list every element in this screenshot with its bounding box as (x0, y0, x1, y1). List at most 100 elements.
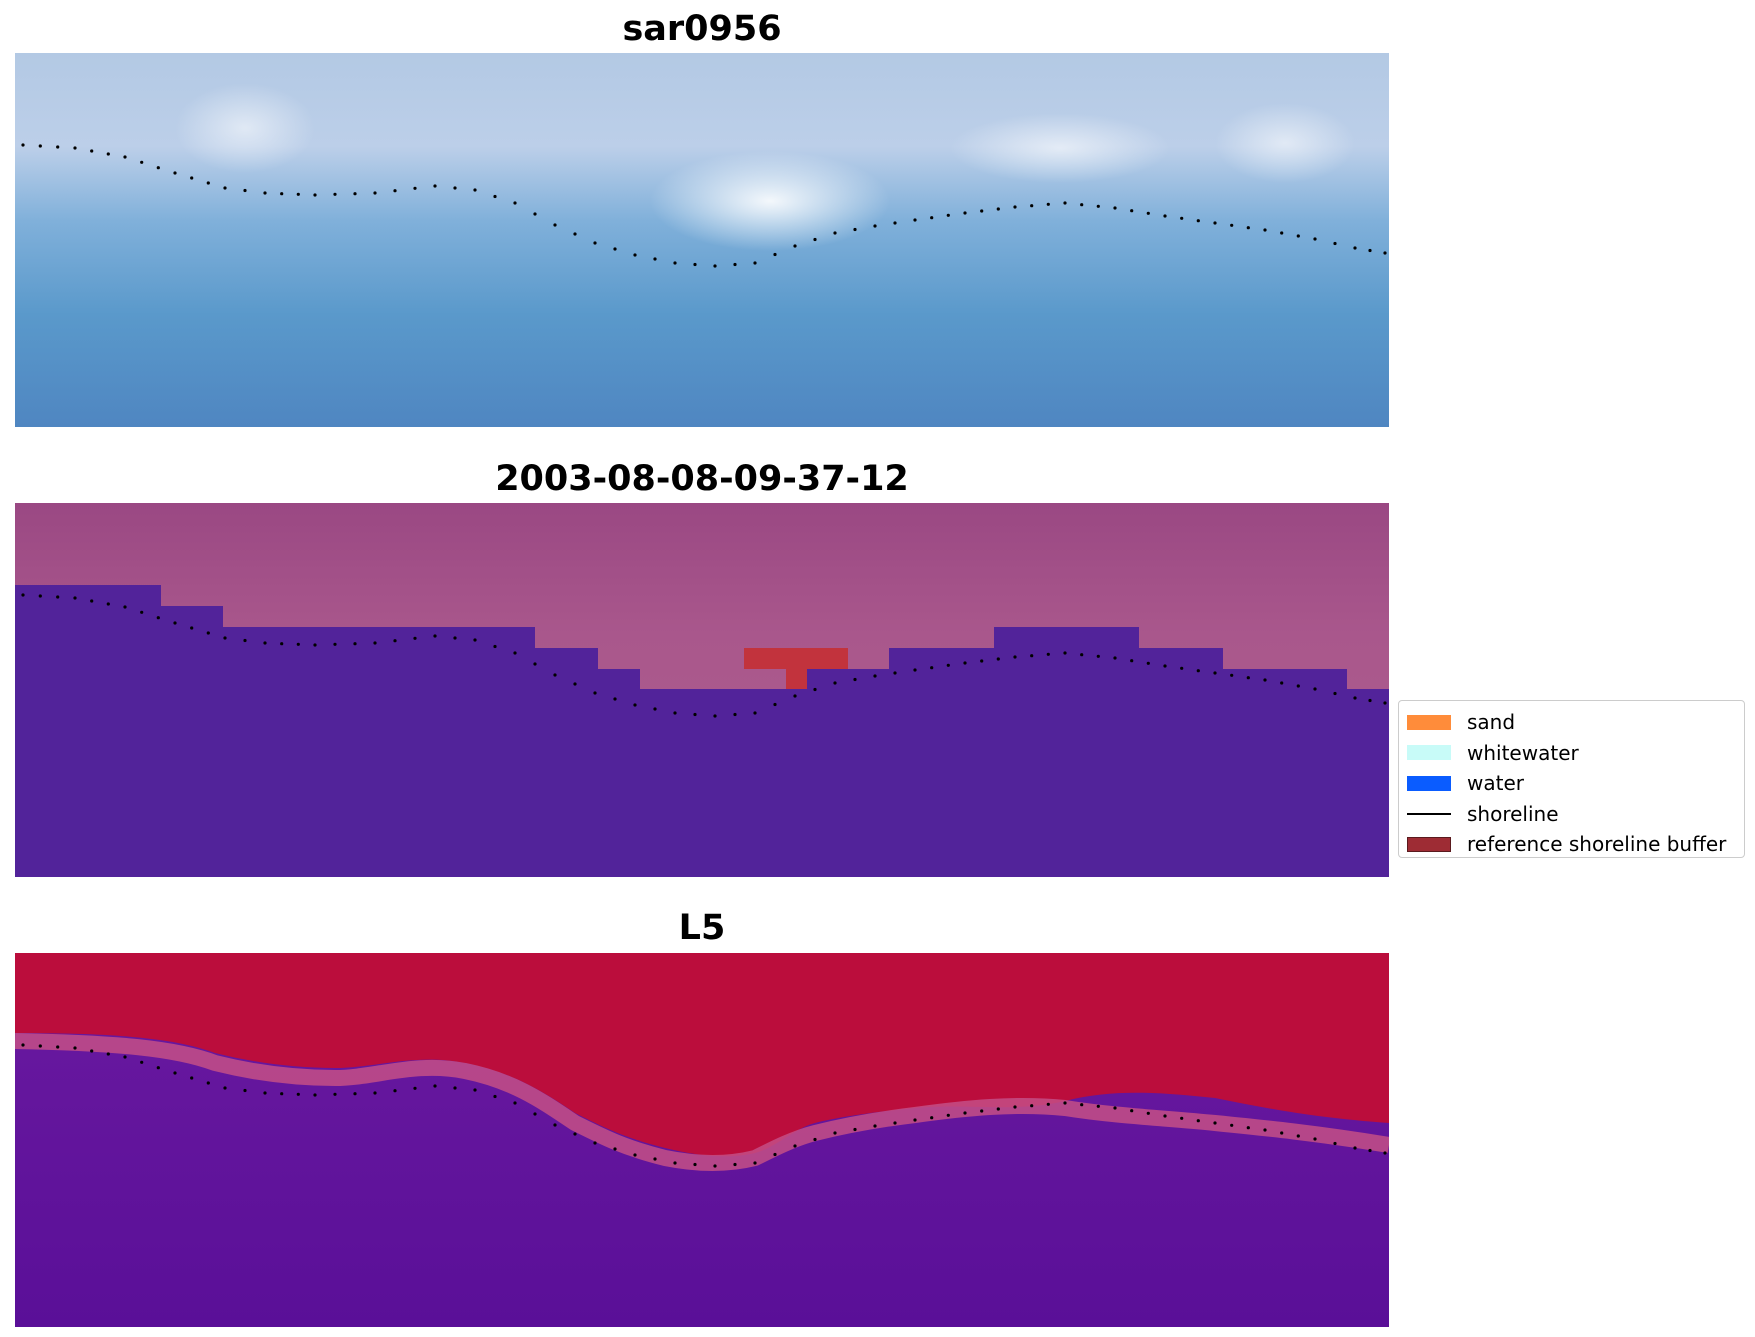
shoreline-point (1280, 1131, 1284, 1135)
shoreline-point (1163, 664, 1167, 668)
shoreline-point (513, 1101, 517, 1105)
shoreline-point (353, 1092, 357, 1096)
shoreline-point (453, 186, 457, 190)
shoreline-point (753, 261, 757, 265)
shoreline-point (573, 232, 577, 236)
shoreline-point (393, 1089, 397, 1093)
shoreline-point (593, 691, 597, 695)
shoreline-point (753, 711, 757, 715)
shoreline-point (1246, 226, 1250, 230)
shoreline-point (1013, 205, 1017, 209)
shoreline-point (713, 264, 717, 268)
shoreline-point (373, 641, 377, 645)
shoreline-point (1096, 204, 1100, 208)
shoreline-point (813, 687, 817, 692)
shoreline-point (333, 642, 337, 646)
legend-label-whitewater: whitewater (1467, 740, 1579, 765)
shoreline-point (1296, 1134, 1300, 1138)
shoreline-point (1313, 237, 1317, 241)
shoreline-point (373, 191, 377, 195)
rgb-image-panel (15, 53, 1389, 427)
shoreline-point (453, 1086, 457, 1090)
shoreline-point (493, 194, 497, 199)
shoreline-point (1180, 1116, 1184, 1120)
shoreline-point (1213, 1121, 1217, 1125)
shoreline-point (73, 146, 77, 150)
shoreline-point (56, 595, 60, 599)
shoreline-point (533, 212, 537, 216)
shoreline-point (773, 1152, 777, 1157)
shoreline-point (613, 1147, 617, 1151)
panel-title-classified: 2003-08-08-09-37-12 (495, 459, 909, 499)
shoreline-point (753, 1161, 757, 1165)
shoreline-point (56, 1045, 60, 1049)
shoreline-point (613, 247, 617, 251)
shoreline-point (653, 707, 657, 711)
shoreline-point (913, 1118, 917, 1122)
shoreline-point (333, 192, 337, 196)
shoreline-point (873, 1124, 877, 1128)
shoreline-point (206, 631, 210, 635)
shoreline-point (1080, 653, 1084, 657)
reference-buffer-region (744, 648, 848, 689)
shoreline-point (693, 1162, 697, 1167)
shoreline-point (413, 1086, 417, 1090)
shoreline-point (1096, 1104, 1100, 1108)
shoreline-point (106, 152, 110, 156)
shoreline-point (1333, 1141, 1337, 1146)
shoreline-point (930, 216, 934, 220)
shoreline-point (873, 674, 877, 678)
shoreline-point (1030, 204, 1034, 208)
shoreline-point (156, 616, 160, 620)
shoreline-point (1246, 1126, 1250, 1130)
shoreline-point (1353, 696, 1357, 700)
shoreline-point (793, 244, 797, 248)
shoreline-point (280, 192, 284, 196)
shoreline-point (206, 181, 210, 185)
classified-image-panel (15, 503, 1389, 877)
shoreline-point (433, 1084, 437, 1088)
shoreline-point (813, 237, 817, 242)
shoreline-point (1368, 248, 1372, 253)
shoreline-point (493, 1094, 497, 1099)
shoreline-point (73, 1046, 77, 1050)
shoreline-point (123, 605, 127, 609)
shoreline-point (90, 599, 94, 603)
shoreline-point (1313, 1137, 1317, 1141)
legend: sand whitewater water shoreline referenc… (1398, 700, 1745, 858)
shoreline-point (1046, 202, 1050, 206)
shoreline-point (573, 1132, 577, 1136)
shoreline-point (1353, 1146, 1357, 1150)
water-class-region (15, 585, 1389, 877)
shoreline-point (1146, 661, 1150, 665)
shoreline-point (140, 160, 144, 164)
shoreline-point (223, 1086, 227, 1090)
shoreline-point (140, 610, 144, 614)
shoreline-point (853, 677, 857, 682)
shoreline-point (190, 626, 194, 630)
shoreline-point (263, 1091, 267, 1095)
shoreline-point (173, 171, 177, 175)
shoreline-point (996, 207, 1000, 211)
shoreline-point (930, 1116, 934, 1120)
shoreline-point (593, 1141, 597, 1145)
shoreline-point (1333, 691, 1337, 696)
shoreline-point (946, 663, 950, 667)
shoreline-point (393, 189, 397, 193)
shoreline-point (653, 257, 657, 261)
index-image-panel (15, 953, 1389, 1327)
shoreline-point (1063, 201, 1067, 205)
shoreline-point (853, 1127, 857, 1132)
shoreline-point (1163, 1114, 1167, 1118)
shoreline-point (893, 1121, 897, 1125)
shoreline-point (553, 673, 557, 677)
shoreline-point (893, 221, 897, 225)
shoreline-point (633, 1153, 637, 1157)
shoreline-point (833, 681, 837, 685)
shoreline-point (1280, 231, 1284, 235)
shoreline-point (156, 1066, 160, 1070)
shoreline-point (313, 643, 317, 647)
shoreline-point (1263, 678, 1267, 682)
shoreline-point (1246, 676, 1250, 680)
shoreline-point (1368, 1148, 1372, 1153)
